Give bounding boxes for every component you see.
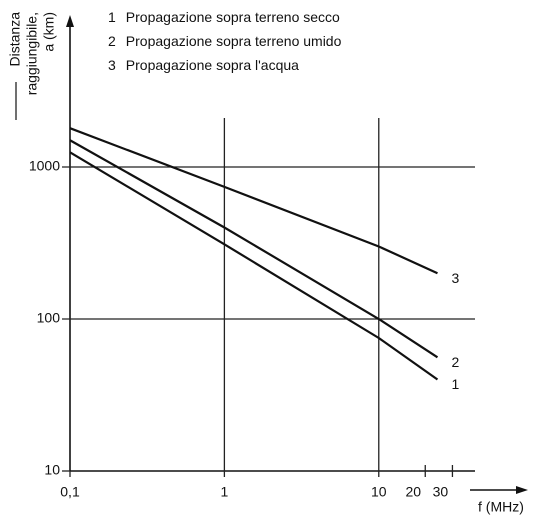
x-label-arrow-head [516,486,528,494]
legend-text: Propagazione sopra terreno umido [126,33,342,49]
series-end-label: 2 [451,354,459,370]
x-axis-label: f (MHz) [478,499,524,515]
legend-entry: 2 Propagazione sopra terreno umido [108,33,342,49]
x-tick-label: 0,1 [60,484,80,500]
x-tick-label: 1 [220,484,228,500]
legend-entry: 1 Propagazione sopra terreno secco [108,9,340,25]
legend-number: 3 [108,57,116,73]
x-tick-label: 10 [371,484,387,500]
y-axis-arrow [66,15,74,27]
y-tick-label: 100 [37,310,61,326]
legend-entry: 3 Propagazione sopra l'acqua [108,57,299,73]
x-tick-label: 20 [405,484,421,500]
series-line [69,151,439,381]
y-axis-label: Distanza [7,12,23,67]
legend-number: 1 [108,9,116,25]
y-axis-label: raggiungibile, [24,12,40,95]
y-axis-label: a (km) [41,12,57,52]
y-tick-label: 10 [44,462,60,478]
series-line [69,127,438,275]
x-tick-label: 30 [433,484,449,500]
series-end-label: 1 [451,376,459,392]
series-end-label: 3 [451,270,459,286]
legend-text: Propagazione sopra terreno secco [126,9,340,25]
y-tick-label: 1000 [29,158,60,174]
legend-number: 2 [108,33,116,49]
series-line [69,139,439,359]
legend-text: Propagazione sopra l'acqua [126,57,299,73]
